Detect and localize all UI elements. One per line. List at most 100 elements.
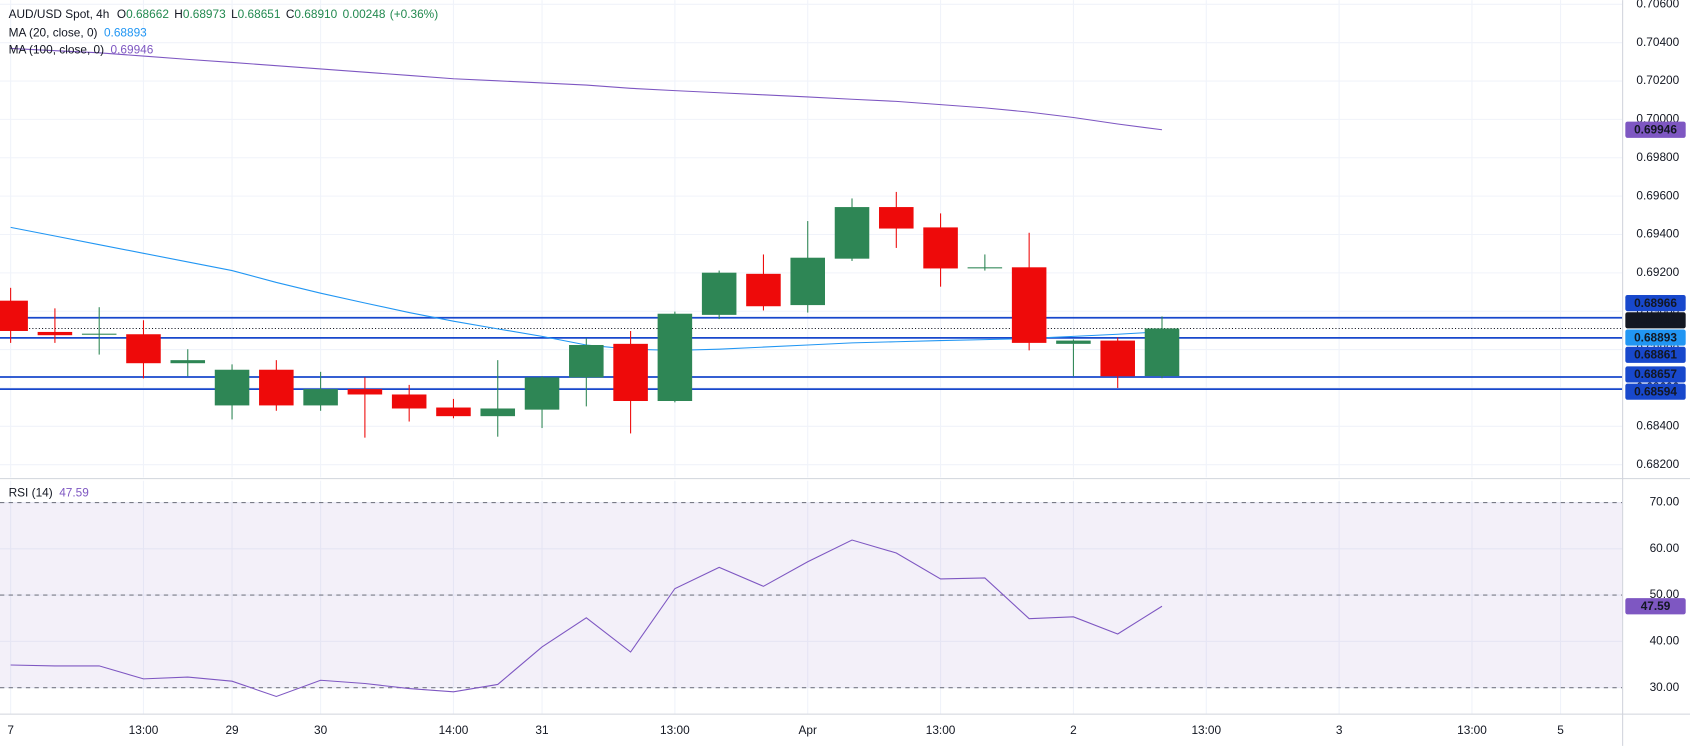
x-tick-label: 13:00 (1457, 723, 1487, 737)
value-label: 0.68861 (1634, 348, 1677, 362)
candle-body (1100, 340, 1135, 377)
ohlc-value: 0.68662 (126, 7, 169, 21)
candle-body (37, 331, 73, 336)
candle-body (746, 273, 781, 307)
grid (0, 0, 1623, 714)
x-tick-label: 14:00 (439, 723, 469, 737)
value-label: 0.68893 (1634, 330, 1677, 344)
axis-value-labels: 47.59 0.69946 0.68966 0.68910 0.68893 0.68861… (1625, 121, 1686, 615)
value-label-box (1625, 383, 1686, 400)
x-tick-label: 5 (1557, 723, 1564, 737)
value-label: 0.68966 (1634, 296, 1677, 310)
y-tick-label: 0.70600 (1636, 0, 1679, 10)
legend-name: MA (20, close, 0) (9, 26, 98, 40)
change-percent: (+0.36%) (390, 7, 438, 21)
rsi-legend: RSI (14) 47.59 (9, 486, 90, 500)
legend-name: RSI (14) (9, 486, 53, 500)
ohlc-name: L (231, 7, 238, 21)
candle-body (967, 267, 1003, 269)
legend-name: MA (100, close, 0) (9, 43, 105, 57)
change-value: 0.00248 (343, 7, 386, 21)
x-tick-label: 29 (225, 723, 239, 737)
rsi-panel (0, 501, 1623, 698)
symbol-header: AUD/USD Spot, 4h O0.68662 H0.68973 L0.68651… (9, 7, 439, 21)
legend-value: 0.68893 (104, 26, 147, 40)
value-label: 47.59 (1641, 599, 1671, 613)
y-tick-label: 40.00 (1650, 634, 1680, 648)
y-tick-label: 0.69400 (1636, 227, 1679, 241)
candle-body (170, 360, 206, 364)
x-tick-label: 13:00 (129, 723, 159, 737)
candle-body (480, 408, 516, 417)
candle-body (436, 407, 471, 417)
value-label: 0.68594 (1634, 384, 1677, 398)
candle-body (1056, 340, 1091, 344)
legend-value: 47.59 (59, 486, 89, 500)
ma-line (10, 47, 1163, 131)
rsi-line (10, 539, 1163, 698)
x-tick-label: 3 (1336, 723, 1343, 737)
candle-body (81, 333, 117, 335)
x-tick-label: 13:00 (660, 723, 690, 737)
candle-body (391, 394, 427, 409)
ohlc-name: C (286, 7, 295, 21)
ohlc-value: 0.68651 (238, 7, 281, 21)
value-label-box (1625, 329, 1686, 346)
ma-legend: MA (20, close, 0) 0.68893 (9, 26, 148, 40)
y-tick-label: 60.00 (1650, 541, 1680, 555)
x-tick-label: 13:00 (926, 723, 956, 737)
candle-body (790, 257, 825, 306)
y-tick-label: 0.68400 (1636, 418, 1679, 432)
ohlc-name: H (174, 7, 183, 21)
candle-body (0, 300, 28, 331)
value-label-box (1625, 295, 1686, 312)
x-tick-label: 2 (1070, 723, 1077, 737)
candle-body (569, 344, 604, 378)
candle-body (524, 377, 560, 410)
candle-body (923, 227, 958, 269)
x-tick-label: 31 (535, 723, 549, 737)
y-tick-label: 0.69200 (1636, 265, 1679, 279)
candle-body (701, 272, 737, 315)
ohlc-name: O (117, 7, 126, 21)
value-label: 0.69946 (1634, 122, 1677, 136)
candle-body (657, 313, 693, 402)
x-tick-label: 7 (7, 723, 14, 737)
candle-body (834, 207, 870, 259)
candle-body (259, 369, 294, 406)
y-tick-label: 0.70200 (1636, 73, 1679, 87)
y-tick-label: 0.69800 (1636, 150, 1679, 164)
value-label-box (1625, 346, 1686, 363)
candle-body (1144, 328, 1180, 377)
x-tick-label: Apr (799, 723, 817, 737)
candle-body (613, 343, 648, 402)
candle-body (347, 389, 383, 395)
value-label-box (1625, 366, 1686, 383)
y-tick-label: 0.70400 (1636, 35, 1679, 49)
value-label-box (1625, 598, 1686, 615)
ma-legend: MA (100, close, 0) 0.69946 (9, 43, 154, 57)
value-label: 0.68910 (1634, 313, 1677, 327)
x-tick-label: 30 (314, 723, 328, 737)
ohlc-value: 0.68910 (294, 7, 337, 21)
x-tick-label: 13:00 (1191, 723, 1221, 737)
candle-body (214, 369, 250, 406)
candle-body (303, 389, 338, 406)
candle-body (126, 334, 161, 364)
value-label-box (1625, 121, 1686, 138)
ohlc-value: 0.68973 (183, 7, 226, 21)
price-panel (0, 47, 1623, 438)
y-tick-label: 70.00 (1650, 495, 1680, 509)
y-tick-label: 30.00 (1650, 680, 1680, 694)
y-tick-label: 0.68200 (1636, 457, 1679, 471)
y-tick-label: 50.00 (1650, 587, 1680, 601)
symbol-title: AUD/USD Spot, 4h (9, 7, 110, 21)
legend: AUD/USD Spot, 4h O0.68662 H0.68973 L0.68651… (9, 7, 439, 500)
candle-body (1011, 267, 1047, 343)
legend-value: 0.69946 (111, 43, 154, 57)
value-label: 0.68657 (1634, 367, 1677, 381)
candle-body (879, 207, 914, 229)
y-tick-label: 0.69600 (1636, 188, 1679, 202)
